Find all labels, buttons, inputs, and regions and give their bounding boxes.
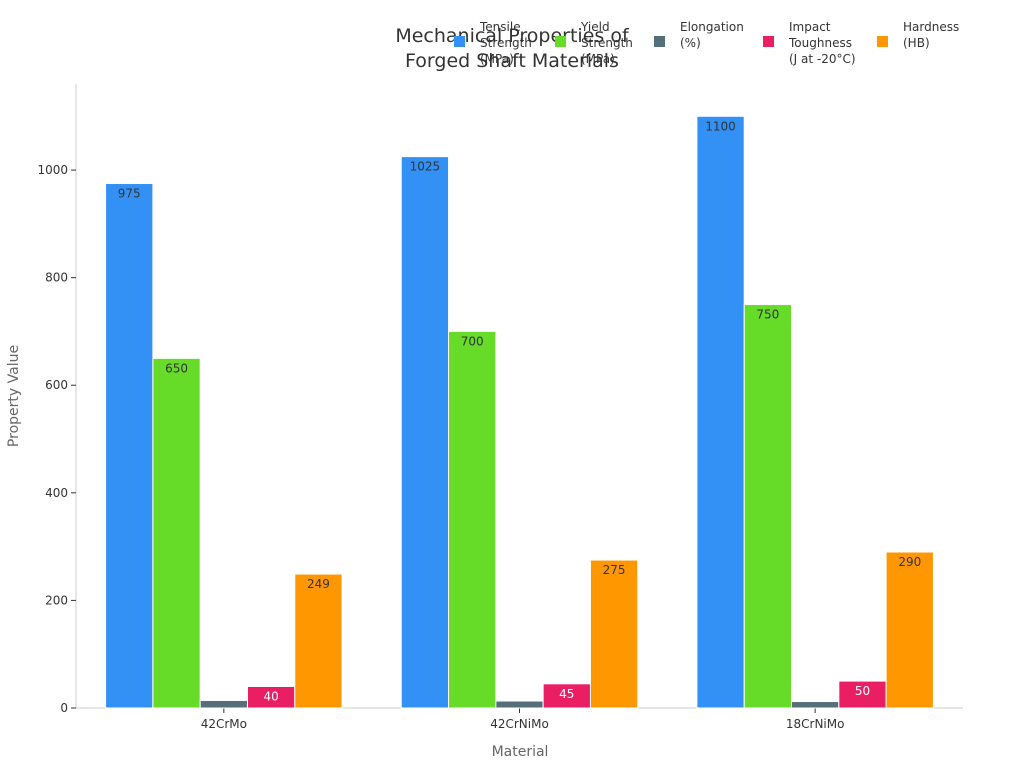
bar-value-label: 275: [603, 563, 626, 577]
legend-label: Tensile: [479, 20, 521, 34]
y-tick-label: 400: [45, 486, 68, 500]
bar-value-label: 45: [559, 687, 574, 701]
bar-value-label: 40: [263, 689, 278, 703]
legend-label: (MPa): [480, 52, 514, 66]
bar-value-label: 650: [165, 361, 188, 375]
legend-swatch: [654, 36, 665, 47]
bar-value-label: 1100: [705, 119, 736, 133]
bar-value-label: 50: [855, 684, 870, 698]
bar[interactable]: [105, 183, 154, 709]
bar[interactable]: [199, 699, 248, 709]
x-tick-label: 42CrNiMo: [490, 717, 549, 731]
legend-item[interactable]: Impact Toughness (J at -20°C): [763, 20, 856, 66]
legend-label: Strength: [480, 36, 532, 50]
bar[interactable]: [743, 304, 793, 709]
bar[interactable]: [838, 680, 887, 709]
bar-value-label: 249: [307, 577, 330, 591]
bar-value-label: 750: [756, 308, 779, 322]
legend-label: Impact: [789, 20, 831, 34]
legend-label: (MPa): [581, 52, 615, 66]
data-labels: 975 650 40 249 1025 700 45 275 1100 750 50 290: [118, 119, 921, 703]
y-tick-label: 200: [45, 593, 68, 607]
bar[interactable]: [400, 156, 450, 709]
chart-title-line: Forged Shaft Materials: [405, 50, 619, 72]
x-tick-label: 42CrMo: [201, 717, 247, 731]
legend-label: Strength: [581, 36, 633, 50]
y-tick-label: 600: [45, 378, 68, 392]
bar[interactable]: [791, 701, 840, 709]
bar[interactable]: [294, 573, 343, 709]
bar-series-group: [105, 115, 934, 709]
legend-swatch: [454, 36, 465, 47]
bar-value-label: 975: [118, 187, 141, 201]
legend-label: Toughness: [788, 36, 852, 50]
y-axis-title: Property Value: [6, 345, 22, 447]
bar[interactable]: [696, 115, 745, 709]
y-tick-label: 800: [45, 271, 68, 285]
legend-swatch: [555, 36, 566, 47]
bar-value-label: 1025: [410, 160, 441, 174]
legend-label: (%): [680, 36, 701, 50]
bar[interactable]: [152, 357, 201, 709]
legend-label: (J at -20°C): [789, 52, 856, 66]
x-axis-title: Material: [492, 744, 549, 760]
bar[interactable]: [885, 551, 934, 709]
legend-item[interactable]: Hardness (HB): [877, 20, 959, 50]
y-tick-label: 1000: [37, 163, 68, 177]
legend-label: Elongation: [680, 20, 744, 34]
bar[interactable]: [495, 700, 544, 709]
legend-item[interactable]: Tensile Strength (MPa): [454, 20, 532, 66]
y-tick-label: 0: [60, 701, 68, 715]
legend-label: Yield: [580, 20, 610, 34]
bar-value-label: 290: [898, 555, 921, 569]
legend-item[interactable]: Yield Strength (MPa): [555, 20, 633, 66]
bar[interactable]: [448, 330, 497, 709]
legend-label: (HB): [903, 36, 930, 50]
bar[interactable]: [542, 683, 591, 709]
bar[interactable]: [589, 559, 639, 709]
legend-swatch: [763, 36, 774, 47]
x-tick-label: 18CrNiMo: [786, 717, 845, 731]
chart-title: Mechanical Properties of Forged Shaft Mat…: [395, 25, 630, 72]
legend: Tensile Strength (MPa) Yield Strength (MPa) El…: [454, 20, 959, 66]
legend-item[interactable]: Elongation (%): [654, 20, 744, 50]
chart-title-line: Mechanical Properties of: [395, 25, 630, 47]
legend-swatch: [877, 36, 888, 47]
legend-label: Hardness: [903, 20, 959, 34]
bar-value-label: 700: [461, 334, 484, 348]
